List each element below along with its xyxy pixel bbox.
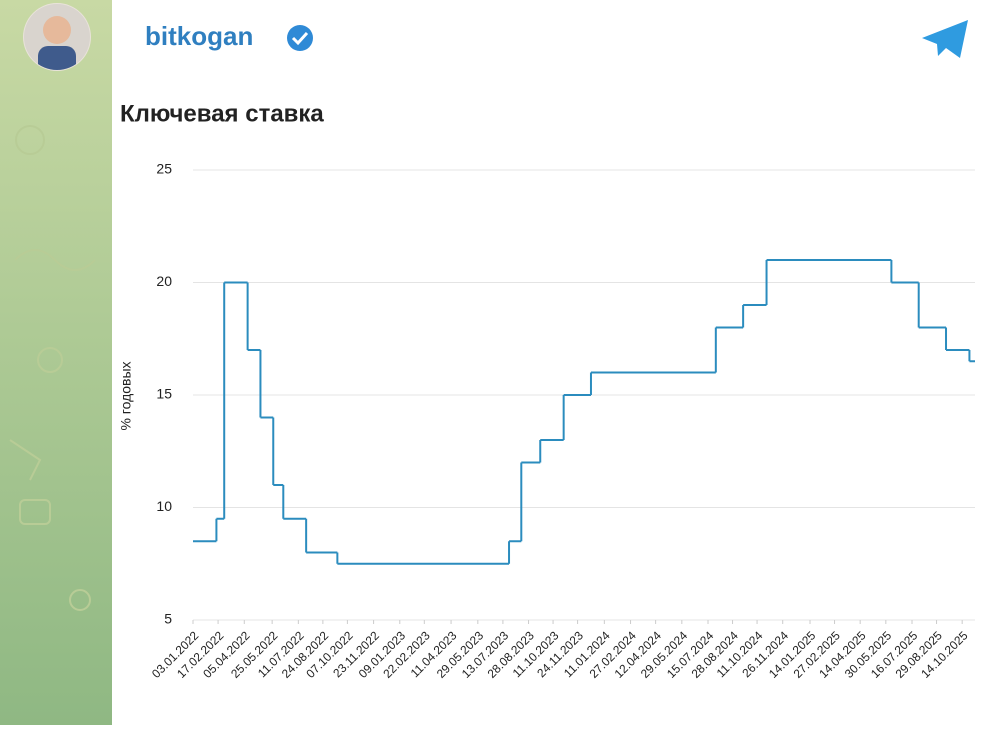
y-tick-label: 15 xyxy=(156,386,172,402)
y-tick-label: 25 xyxy=(156,161,172,177)
background-pattern xyxy=(9,125,96,611)
chart-title: Ключевая ставка xyxy=(120,100,324,127)
chat-background xyxy=(0,0,112,725)
y-tick-label: 5 xyxy=(164,611,172,627)
y-tick-label: 20 xyxy=(156,273,172,289)
channel-name[interactable]: bitkogan xyxy=(145,21,253,51)
verified-badge xyxy=(287,25,313,51)
avatar-image xyxy=(24,4,90,70)
y-tick-label: 10 xyxy=(156,498,172,514)
telegram-icon[interactable] xyxy=(922,20,968,58)
y-axis-label: % годовых xyxy=(118,361,134,430)
